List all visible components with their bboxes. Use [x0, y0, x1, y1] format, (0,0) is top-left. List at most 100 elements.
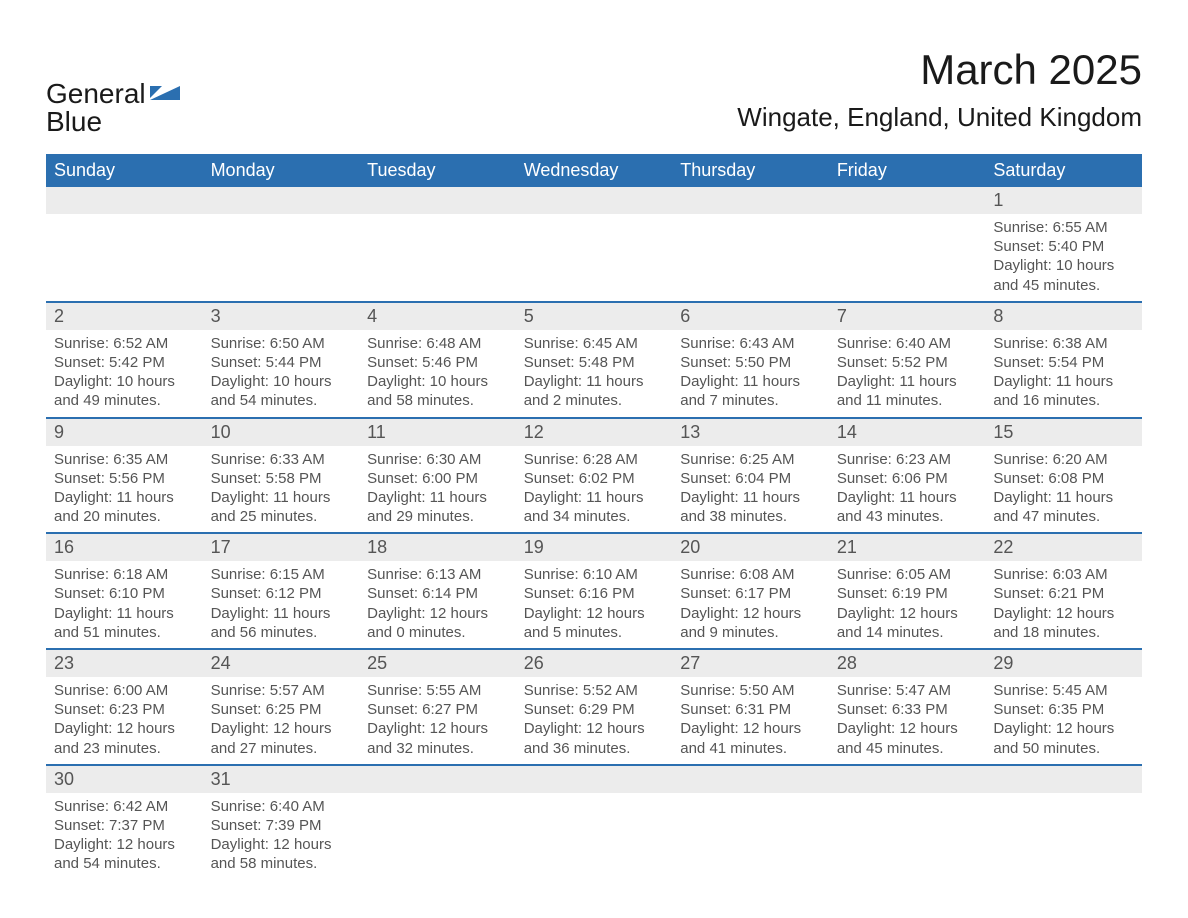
day-details: [359, 214, 516, 234]
day-details: [516, 214, 673, 234]
daylight-line: Daylight: 12 hours and 27 minutes.: [211, 719, 352, 757]
sunset-line: Sunset: 5:46 PM: [367, 353, 508, 372]
sunset-line: Sunset: 6:25 PM: [211, 700, 352, 719]
day-number: 15: [985, 419, 1142, 446]
day-details: Sunrise: 6:08 AMSunset: 6:17 PMDaylight:…: [672, 561, 829, 648]
calendar-cell: 15Sunrise: 6:20 AMSunset: 6:08 PMDayligh…: [985, 418, 1142, 534]
calendar-cell: 28Sunrise: 5:47 AMSunset: 6:33 PMDayligh…: [829, 649, 986, 765]
calendar-cell: 3Sunrise: 6:50 AMSunset: 5:44 PMDaylight…: [203, 302, 360, 418]
brand-logo: General Blue: [46, 46, 180, 136]
logo-shape-icon: [150, 80, 180, 107]
day-number: [829, 187, 986, 214]
daylight-line: Daylight: 12 hours and 41 minutes.: [680, 719, 821, 757]
daylight-line: Daylight: 10 hours and 54 minutes.: [211, 372, 352, 410]
day-number: [985, 766, 1142, 793]
sunrise-line: Sunrise: 6:05 AM: [837, 565, 978, 584]
day-number: 29: [985, 650, 1142, 677]
weekday-header: Thursday: [672, 154, 829, 187]
day-number: 19: [516, 534, 673, 561]
day-details: Sunrise: 5:47 AMSunset: 6:33 PMDaylight:…: [829, 677, 986, 764]
day-details: Sunrise: 5:50 AMSunset: 6:31 PMDaylight:…: [672, 677, 829, 764]
sunset-line: Sunset: 6:27 PM: [367, 700, 508, 719]
day-number: 12: [516, 419, 673, 446]
calendar-cell: 12Sunrise: 6:28 AMSunset: 6:02 PMDayligh…: [516, 418, 673, 534]
calendar-cell: 30Sunrise: 6:42 AMSunset: 7:37 PMDayligh…: [46, 765, 203, 880]
day-number: [516, 187, 673, 214]
calendar-week-row: 16Sunrise: 6:18 AMSunset: 6:10 PMDayligh…: [46, 533, 1142, 649]
day-number: [359, 187, 516, 214]
calendar-cell: 20Sunrise: 6:08 AMSunset: 6:17 PMDayligh…: [672, 533, 829, 649]
daylight-line: Daylight: 11 hours and 11 minutes.: [837, 372, 978, 410]
calendar-week-row: 2Sunrise: 6:52 AMSunset: 5:42 PMDaylight…: [46, 302, 1142, 418]
day-number: [672, 187, 829, 214]
day-number: 1: [985, 187, 1142, 214]
day-details: Sunrise: 6:52 AMSunset: 5:42 PMDaylight:…: [46, 330, 203, 417]
calendar-cell: 23Sunrise: 6:00 AMSunset: 6:23 PMDayligh…: [46, 649, 203, 765]
day-details: Sunrise: 6:03 AMSunset: 6:21 PMDaylight:…: [985, 561, 1142, 648]
daylight-line: Daylight: 11 hours and 25 minutes.: [211, 488, 352, 526]
sunrise-line: Sunrise: 6:48 AM: [367, 334, 508, 353]
day-number: 28: [829, 650, 986, 677]
sunrise-line: Sunrise: 5:52 AM: [524, 681, 665, 700]
sunrise-line: Sunrise: 6:03 AM: [993, 565, 1134, 584]
day-number: 11: [359, 419, 516, 446]
daylight-line: Daylight: 12 hours and 18 minutes.: [993, 604, 1134, 642]
daylight-line: Daylight: 11 hours and 29 minutes.: [367, 488, 508, 526]
calendar-cell: [359, 765, 516, 880]
sunrise-line: Sunrise: 6:23 AM: [837, 450, 978, 469]
calendar-cell: 27Sunrise: 5:50 AMSunset: 6:31 PMDayligh…: [672, 649, 829, 765]
sunrise-line: Sunrise: 6:30 AM: [367, 450, 508, 469]
sunset-line: Sunset: 5:50 PM: [680, 353, 821, 372]
sunset-line: Sunset: 6:08 PM: [993, 469, 1134, 488]
calendar-cell: 26Sunrise: 5:52 AMSunset: 6:29 PMDayligh…: [516, 649, 673, 765]
calendar-cell: 8Sunrise: 6:38 AMSunset: 5:54 PMDaylight…: [985, 302, 1142, 418]
day-details: Sunrise: 6:00 AMSunset: 6:23 PMDaylight:…: [46, 677, 203, 764]
day-number: [672, 766, 829, 793]
calendar-cell: 21Sunrise: 6:05 AMSunset: 6:19 PMDayligh…: [829, 533, 986, 649]
sunset-line: Sunset: 6:19 PM: [837, 584, 978, 603]
sunset-line: Sunset: 6:17 PM: [680, 584, 821, 603]
day-details: Sunrise: 6:50 AMSunset: 5:44 PMDaylight:…: [203, 330, 360, 417]
sunset-line: Sunset: 6:35 PM: [993, 700, 1134, 719]
daylight-line: Daylight: 11 hours and 20 minutes.: [54, 488, 195, 526]
sunrise-line: Sunrise: 6:20 AM: [993, 450, 1134, 469]
day-number: 6: [672, 303, 829, 330]
day-details: [829, 793, 986, 813]
sunrise-line: Sunrise: 6:55 AM: [993, 218, 1134, 237]
sunrise-line: Sunrise: 6:10 AM: [524, 565, 665, 584]
daylight-line: Daylight: 11 hours and 2 minutes.: [524, 372, 665, 410]
day-details: Sunrise: 6:43 AMSunset: 5:50 PMDaylight:…: [672, 330, 829, 417]
sunrise-line: Sunrise: 6:52 AM: [54, 334, 195, 353]
calendar-cell: [516, 187, 673, 302]
daylight-line: Daylight: 10 hours and 49 minutes.: [54, 372, 195, 410]
calendar-cell: [46, 187, 203, 302]
daylight-line: Daylight: 11 hours and 34 minutes.: [524, 488, 665, 526]
calendar-cell: 31Sunrise: 6:40 AMSunset: 7:39 PMDayligh…: [203, 765, 360, 880]
calendar-header-row: SundayMondayTuesdayWednesdayThursdayFrid…: [46, 154, 1142, 187]
daylight-line: Daylight: 12 hours and 5 minutes.: [524, 604, 665, 642]
calendar-cell: 6Sunrise: 6:43 AMSunset: 5:50 PMDaylight…: [672, 302, 829, 418]
month-title: March 2025: [737, 46, 1142, 94]
sunset-line: Sunset: 6:33 PM: [837, 700, 978, 719]
sunrise-line: Sunrise: 6:43 AM: [680, 334, 821, 353]
day-details: Sunrise: 6:48 AMSunset: 5:46 PMDaylight:…: [359, 330, 516, 417]
sunrise-line: Sunrise: 6:42 AM: [54, 797, 195, 816]
daylight-line: Daylight: 10 hours and 58 minutes.: [367, 372, 508, 410]
sunset-line: Sunset: 6:00 PM: [367, 469, 508, 488]
day-details: Sunrise: 6:40 AMSunset: 5:52 PMDaylight:…: [829, 330, 986, 417]
calendar-cell: 13Sunrise: 6:25 AMSunset: 6:04 PMDayligh…: [672, 418, 829, 534]
day-details: [46, 214, 203, 234]
day-number: [359, 766, 516, 793]
location-title: Wingate, England, United Kingdom: [737, 102, 1142, 133]
sunset-line: Sunset: 7:37 PM: [54, 816, 195, 835]
sunset-line: Sunset: 5:58 PM: [211, 469, 352, 488]
day-details: Sunrise: 5:55 AMSunset: 6:27 PMDaylight:…: [359, 677, 516, 764]
day-details: Sunrise: 6:35 AMSunset: 5:56 PMDaylight:…: [46, 446, 203, 533]
calendar-cell: 17Sunrise: 6:15 AMSunset: 6:12 PMDayligh…: [203, 533, 360, 649]
day-number: 18: [359, 534, 516, 561]
day-number: 4: [359, 303, 516, 330]
day-number: 10: [203, 419, 360, 446]
sunset-line: Sunset: 6:23 PM: [54, 700, 195, 719]
logo-word2: Blue: [46, 108, 180, 136]
header: General Blue March 2025 Wingate, England…: [46, 46, 1142, 136]
